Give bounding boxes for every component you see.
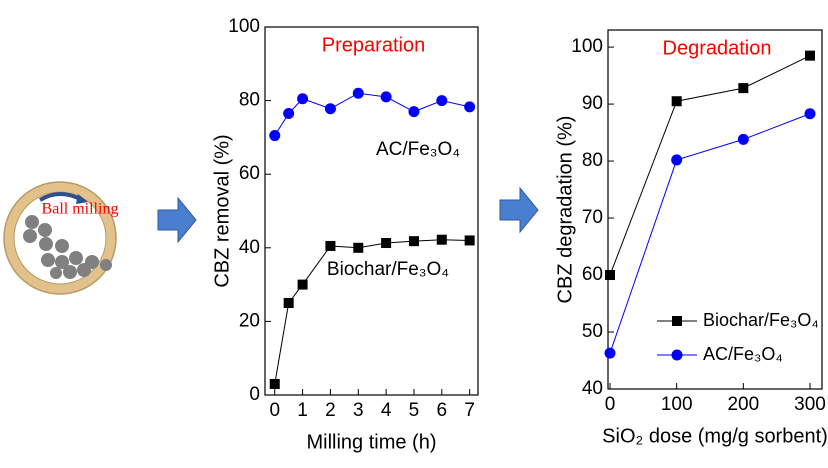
marker (464, 101, 476, 113)
marker (604, 347, 616, 359)
x-tick-label: 1 (297, 400, 308, 421)
y-tick-label: 90 (582, 93, 603, 114)
marker (325, 240, 336, 251)
x-tick-label: 300 (794, 394, 826, 415)
y-tick-label: 0 (249, 384, 260, 405)
marker (436, 95, 448, 107)
rotation-arrow-head (76, 194, 88, 204)
x-tick-label: 6 (437, 400, 448, 421)
y-tick-label: 100 (571, 36, 603, 57)
x-tick-label: 100 (661, 394, 693, 415)
marker (297, 279, 308, 290)
series-line (609, 55, 811, 276)
legend-label: Biochar/Fe₃O₄ (703, 310, 819, 330)
process-arrow (157, 196, 197, 244)
ball-mill-diagram: Ball milling (3, 181, 119, 295)
balls (23, 215, 112, 279)
marker (269, 130, 281, 142)
marker (464, 235, 475, 246)
series-line (609, 113, 811, 354)
legend-label: AC/Fe₃O₄ (703, 344, 783, 364)
annotation: Biochar/Fe₃O₄ (327, 259, 449, 280)
marker (408, 236, 419, 247)
x-tick-label: 5 (409, 400, 420, 421)
y-tick-label: 60 (239, 163, 260, 184)
legend-marker (672, 316, 682, 326)
chart-title: Preparation (322, 34, 425, 56)
marker (269, 378, 280, 389)
x-axis-label: SiO₂ dose (mg/g sorbent) (602, 425, 828, 447)
marker (671, 154, 683, 166)
y-tick-label: 80 (582, 150, 603, 171)
annotation: AC/Fe₃O₄ (376, 139, 460, 160)
x-tick-label: 7 (464, 400, 475, 421)
x-tick-label: 4 (381, 400, 392, 421)
x-tick-label: 0 (269, 400, 280, 421)
y-tick-label: 50 (582, 321, 603, 342)
marker (283, 298, 294, 308)
marker (738, 83, 749, 94)
x-axis-label: Milling time (h) (306, 431, 436, 453)
diagram-label: Ball milling (42, 201, 119, 218)
y-tick-label: 100 (228, 16, 260, 37)
x-tick-label: 200 (727, 394, 759, 415)
marker (297, 93, 309, 105)
y-axis-label: CBZ removal (%) (211, 134, 233, 287)
y-tick-label: 80 (239, 90, 260, 111)
x-tick-label: 2 (325, 400, 336, 421)
marker (324, 103, 336, 115)
y-axis-label: CBZ degradation (%) (554, 116, 576, 304)
x-tick-label: 3 (353, 400, 364, 421)
marker (605, 270, 615, 281)
marker (805, 50, 815, 61)
y-tick-label: 60 (582, 264, 603, 285)
y-tick-label: 20 (239, 310, 260, 331)
chart-title: Degradation (663, 37, 772, 59)
marker (380, 91, 392, 103)
marker (381, 238, 392, 249)
legend-marker (671, 349, 683, 361)
marker (408, 106, 420, 118)
marker (804, 108, 816, 120)
plot-frame (264, 26, 479, 396)
y-tick-label: 70 (582, 207, 603, 228)
x-tick-label: 0 (605, 394, 616, 415)
y-tick-label: 40 (582, 378, 603, 399)
process-arrow (499, 186, 539, 234)
marker (353, 242, 364, 253)
marker (283, 107, 295, 119)
marker (436, 234, 447, 245)
marker (352, 87, 364, 99)
plot-frame (607, 29, 823, 390)
y-tick-label: 40 (239, 237, 260, 258)
marker (671, 96, 682, 107)
marker (737, 133, 749, 145)
